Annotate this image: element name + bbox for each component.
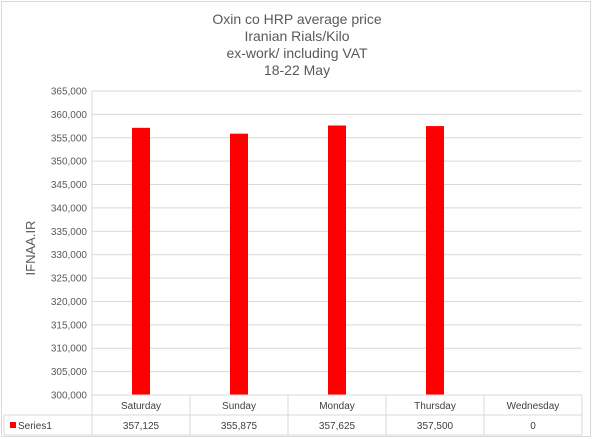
y-tick-label: 315,000	[51, 320, 88, 331]
data-label: 357,625	[319, 421, 356, 432]
category-label: Thursday	[414, 401, 456, 412]
y-axis-ticks: 300,000 305,000 310,000 315,000 320,000 325,0…	[51, 87, 88, 402]
y-tick-label: 340,000	[51, 203, 88, 214]
y-axis-label: IFNAA.IR	[23, 221, 38, 276]
y-tick-label: 305,000	[51, 367, 88, 378]
data-label: 357,500	[417, 421, 454, 432]
chart-title: Oxin co HRP average price Iranian Rials/…	[212, 11, 382, 78]
y-tick-label: 350,000	[51, 157, 88, 168]
legend-series-label: Series1	[18, 421, 52, 432]
bar-monday	[328, 125, 346, 395]
bar-thursday	[426, 126, 444, 396]
category-label: Sunday	[222, 401, 256, 412]
data-label: 0	[530, 421, 536, 432]
y-tick-label: 360,000	[51, 110, 88, 121]
bars	[132, 125, 444, 396]
bar-saturday	[132, 127, 150, 395]
y-tick-label: 365,000	[51, 87, 88, 98]
data-label: 355,875	[221, 421, 258, 432]
data-label: 357,125	[123, 421, 160, 432]
bar-sunday	[230, 133, 248, 395]
y-tick-label: 300,000	[51, 391, 88, 402]
category-label: Wednesday	[507, 401, 560, 412]
legend-key	[10, 422, 16, 428]
y-tick-label: 310,000	[51, 344, 88, 355]
y-tick-label: 320,000	[51, 297, 88, 308]
data-table: Saturday 357,125 Sunday 355,875 Monday 357,62…	[3, 91, 583, 436]
y-tick-label: 355,000	[51, 133, 88, 144]
y-tick-label: 335,000	[51, 227, 88, 238]
y-tick-label: 345,000	[51, 180, 88, 191]
chart-title-line-3: ex-work/ including VAT	[226, 45, 368, 61]
category-label: Saturday	[121, 401, 161, 412]
chart-title-line-1: Oxin co HRP average price	[212, 11, 382, 27]
chart-title-line-4: 18-22 May	[264, 62, 330, 78]
category-label: Monday	[319, 401, 355, 412]
chart-title-line-2: Iranian Rials/Kilo	[244, 28, 349, 44]
y-tick-label: 325,000	[51, 274, 88, 285]
y-tick-label: 330,000	[51, 250, 88, 261]
